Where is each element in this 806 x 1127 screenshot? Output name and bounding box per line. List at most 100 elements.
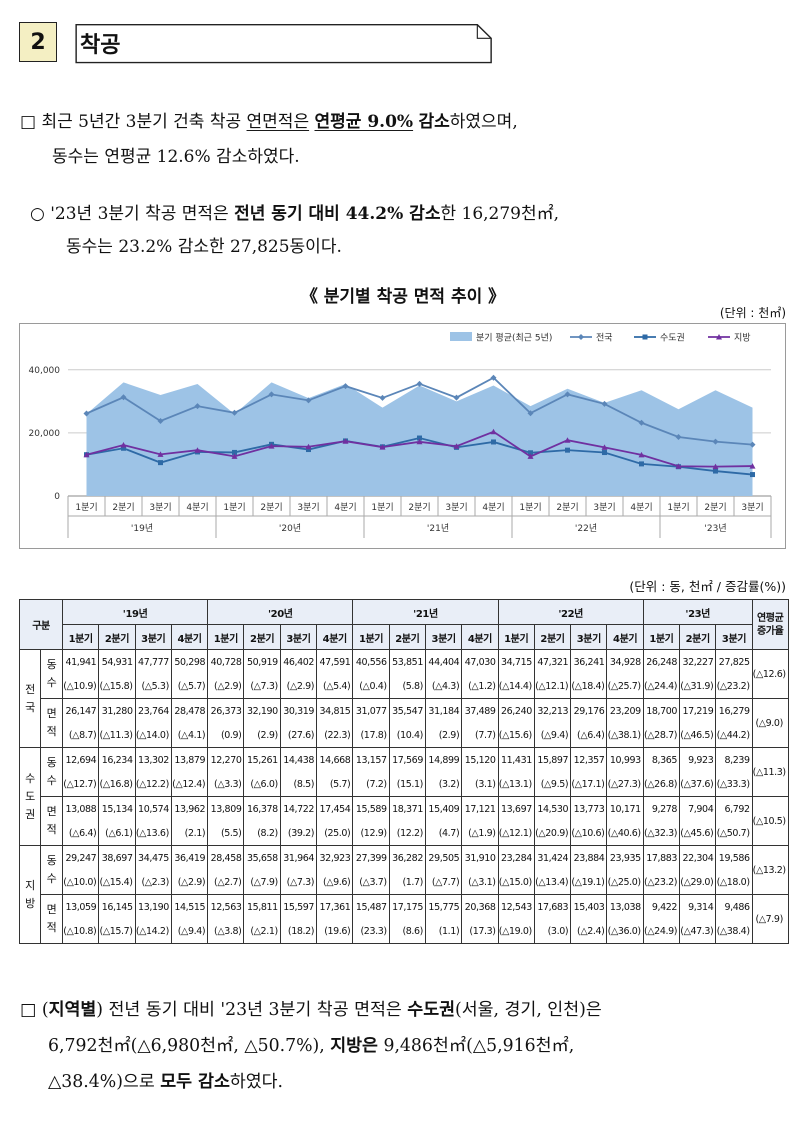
value-cell: 16,279 <box>715 698 753 723</box>
value-cell: 9,314 <box>679 894 717 919</box>
bullet1-line2: 동수는 연평균 12.6% 감소하였다. <box>52 147 300 167</box>
value-cell: 37,489 <box>461 698 499 723</box>
data-point <box>379 444 386 450</box>
rate-cell: (△17.1) <box>570 772 608 797</box>
rate-cell: (△15.4) <box>98 870 136 895</box>
data-point <box>712 463 719 470</box>
data-point <box>306 447 311 453</box>
rate-cell: (△9.5) <box>533 772 572 797</box>
group-label-char: 수 <box>25 771 35 785</box>
rate-cell: (△2.4) <box>570 919 608 944</box>
rate-cell: (△44.2) <box>715 723 753 748</box>
rate-cell: (△8.7) <box>61 723 100 748</box>
rate-cell: (△23.2) <box>715 674 753 699</box>
group-label-char: 도 <box>25 789 35 803</box>
table-row: (△8.7) (△11.3) (△14.0) (△4.1) (0.9) (2.9) (27.… <box>20 723 789 748</box>
rate-cell: (△13.1) <box>497 772 535 797</box>
rate-cell: (△12.4) <box>170 772 209 797</box>
value-cell: 13,157 <box>352 747 390 772</box>
header-quarter: 4분기 <box>170 624 209 650</box>
rate-cell: (△2.3) <box>134 870 172 895</box>
section-title: 착공 <box>80 33 121 58</box>
legend-marker <box>642 334 648 340</box>
rate-cell: (19.6) <box>316 919 354 944</box>
value-cell: 16,378 <box>243 796 281 821</box>
value-cell: 9,486 <box>715 894 753 919</box>
value-cell: 13,879 <box>170 747 209 772</box>
rate-cell: (5.8) <box>388 674 426 699</box>
rate-cell: (△9.4) <box>170 919 209 944</box>
row-label-char: 동 <box>46 658 57 671</box>
data-point <box>639 461 644 467</box>
bullet2-line1: ○ '23년 3분기 착공 면적은 전년 동기 대비 44.2% 감소한 16,… <box>30 204 560 224</box>
table-row: 면 적 13,059 16,145 13,190 14,515 12,563 15,811 15… <box>20 894 789 944</box>
value-cell: 14,515 <box>170 894 209 919</box>
value-cell: 16,145 <box>98 894 136 919</box>
rate-cell: (△29.0) <box>679 870 717 895</box>
rate-cell: (△7.3) <box>243 674 281 699</box>
value-cell: 9,278 <box>642 796 681 821</box>
value-cell: 12,543 <box>497 894 535 919</box>
rate-cell: (15.1) <box>388 772 426 797</box>
value-cell: 31,910 <box>461 845 499 870</box>
data-point <box>83 410 90 417</box>
value-cell: 9,923 <box>679 747 717 772</box>
data-point <box>194 403 201 410</box>
rate-cell: (3.0) <box>533 919 572 944</box>
value-cell: 41,941 <box>61 649 100 674</box>
value-cell: 10,993 <box>606 747 644 772</box>
rate-cell: (△46.5) <box>679 723 717 748</box>
data-table: 구분 '19년 '20년 '21년 '22년 '23년 연평균 증가율 1분기 2분기 3분기 4분… <box>19 599 789 944</box>
value-cell: 32,227 <box>679 649 717 674</box>
value-cell: 15,597 <box>279 894 318 919</box>
rate-cell: (△16.8) <box>98 772 136 797</box>
rate-cell: (7.7) <box>461 723 499 748</box>
value-cell: 23,284 <box>497 845 535 870</box>
data-point <box>342 383 349 390</box>
avg-cell: (△9.0) <box>751 698 789 748</box>
value-cell: 15,897 <box>533 747 572 772</box>
value-cell: 15,775 <box>424 894 463 919</box>
rate-cell: (△2.9) <box>207 674 245 699</box>
header-gubun: 구분 <box>19 599 63 650</box>
value-cell: 31,184 <box>424 698 463 723</box>
rate-cell: (8.6) <box>388 919 426 944</box>
value-cell: 15,487 <box>352 894 390 919</box>
circle-bullet-icon: ○ <box>30 204 45 224</box>
data-point <box>268 391 275 398</box>
rate-cell: (△2.9) <box>279 674 318 699</box>
rate-cell: (△20.9) <box>533 821 572 846</box>
year-label: '19년 <box>131 523 153 534</box>
rate-cell: (1.7) <box>388 870 426 895</box>
legend-swatch <box>450 332 472 341</box>
value-cell: 35,547 <box>388 698 426 723</box>
value-cell: 15,409 <box>424 796 463 821</box>
rate-cell: (△10.0) <box>61 870 100 895</box>
value-cell: 8,365 <box>642 747 681 772</box>
rate-cell: (△1.9) <box>461 821 499 846</box>
table-row: (△12.7) (△16.8) (△12.2) (△12.4) (△3.3) (△6.0)… <box>20 772 789 797</box>
rate-cell: (△6.0) <box>243 772 281 797</box>
header-year: '19년 <box>61 599 209 625</box>
table-unit: (단위 : 동, 천㎡ / 증감률(%)) <box>629 579 786 594</box>
table-header-row: 1분기 2분기 3분기 4분기 1분기 2분기 3분기 4분기 1분기 2분기 3분기 4분기 1분기 2… <box>20 624 789 650</box>
rate-cell: (12.9) <box>352 821 390 846</box>
value-cell: 50,298 <box>170 649 209 674</box>
value-cell: 35,658 <box>243 845 281 870</box>
data-point <box>601 444 608 450</box>
table-row: (△6.4) (△6.1) (△13.6) (2.1) (5.5) (8.2) (39.2)… <box>20 821 789 846</box>
value-cell: 14,530 <box>533 796 572 821</box>
row-label-char: 수 <box>46 872 57 885</box>
year-label: '22년 <box>575 523 597 534</box>
rate-cell: (△25.0) <box>606 870 644 895</box>
value-cell: 29,505 <box>424 845 463 870</box>
value-cell: 15,120 <box>461 747 499 772</box>
legend-label: 전국 <box>596 333 613 344</box>
rate-cell: (△2.7) <box>207 870 245 895</box>
